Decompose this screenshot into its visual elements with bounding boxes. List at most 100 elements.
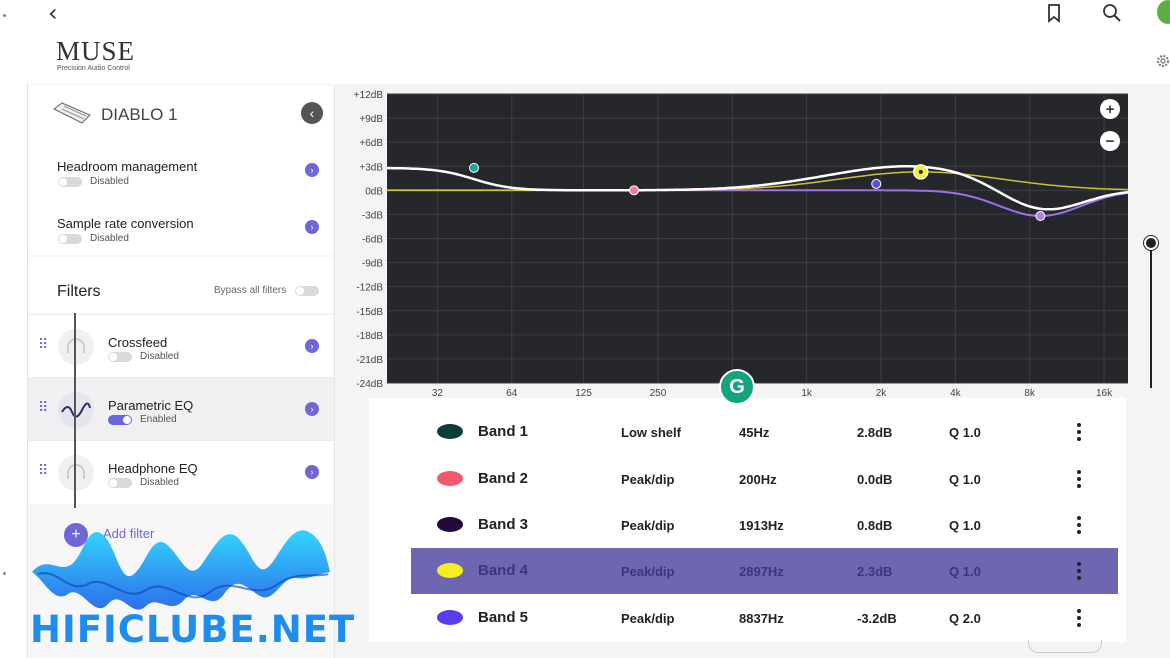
band-row-selected[interactable]: Band 4 Peak/dip 2897Hz 2.3dB Q 1.0 bbox=[411, 548, 1118, 594]
band-name: Band 1 bbox=[478, 423, 529, 440]
band-name: Band 3 bbox=[478, 516, 529, 533]
setting-sample-rate[interactable]: Sample rate conversion Disabled › bbox=[28, 216, 334, 264]
collapse-sidebar-button[interactable]: ‹ bbox=[301, 102, 323, 124]
y-tick-label: -9dB bbox=[362, 259, 383, 270]
bypass-toggle[interactable] bbox=[295, 286, 319, 296]
filter-status: Disabled bbox=[140, 477, 179, 488]
avatar[interactable] bbox=[1157, 0, 1170, 24]
crossfeed-toggle[interactable] bbox=[108, 352, 132, 362]
band-q: Q 1.0 bbox=[949, 425, 981, 440]
band-q: Q 2.0 bbox=[949, 611, 981, 626]
band-color-dot bbox=[437, 610, 463, 625]
vertical-slider-knob[interactable] bbox=[1144, 236, 1158, 250]
edge-dot bbox=[3, 572, 6, 575]
bypass-label: Bypass all filters bbox=[214, 285, 287, 296]
setting-label: Sample rate conversion bbox=[57, 216, 194, 231]
band-color-dot bbox=[437, 471, 463, 486]
y-tick-label: +12dB bbox=[354, 90, 384, 101]
drag-handle-icon[interactable]: ⠿ bbox=[38, 399, 49, 415]
add-filter-button[interactable]: Add filter bbox=[103, 526, 155, 541]
bands-list: Band 1 Low shelf 45Hz 2.8dB Q 1.0 Band 2… bbox=[369, 398, 1126, 642]
eq-frequency-response-chart[interactable]: +12dB +9dB +6dB +3dB 0dB -3dB -6dB -9dB -12dB -15… bbox=[340, 88, 1140, 398]
back-arrow-icon[interactable]: ‹ bbox=[48, 0, 58, 27]
band-type: Peak/dip bbox=[621, 518, 675, 533]
chevron-right-icon[interactable]: › bbox=[305, 220, 319, 234]
band-type: Peak/dip bbox=[621, 611, 675, 626]
band-type: Peak/dip bbox=[621, 472, 675, 487]
y-tick-label: +3dB bbox=[359, 162, 383, 173]
band-frequency: 45Hz bbox=[739, 425, 770, 440]
band-gain: 0.0dB bbox=[857, 472, 893, 487]
band-handle[interactable] bbox=[468, 162, 479, 173]
parametric-eq-toggle[interactable] bbox=[108, 415, 132, 425]
more-vertical-icon[interactable] bbox=[1075, 608, 1083, 628]
chevron-right-icon[interactable]: › bbox=[305, 465, 319, 479]
zoom-in-button[interactable] bbox=[1100, 99, 1120, 119]
more-vertical-icon[interactable] bbox=[1075, 561, 1083, 581]
more-vertical-icon[interactable] bbox=[1075, 469, 1083, 489]
band-color-dot bbox=[437, 563, 463, 578]
more-vertical-icon[interactable] bbox=[1075, 515, 1083, 535]
x-tick-label: 64 bbox=[506, 388, 518, 398]
filter-headphone-eq[interactable]: ⠿ Headphone EQ Disabled › bbox=[28, 440, 334, 504]
add-filter-plus-icon[interactable]: + bbox=[64, 523, 88, 547]
band-row[interactable]: Band 2 Peak/dip 200Hz 0.0dB Q 1.0 bbox=[369, 456, 1126, 502]
setting-headroom[interactable]: Headroom management Disabled › bbox=[28, 159, 334, 207]
sample-rate-toggle[interactable] bbox=[58, 234, 82, 244]
chevron-right-icon[interactable]: › bbox=[305, 402, 319, 416]
filter-parametric-eq[interactable]: ⠿ Parametric EQ Enabled › bbox=[28, 377, 334, 441]
more-vertical-icon[interactable] bbox=[1075, 422, 1083, 442]
band-row[interactable]: Band 3 Peak/dip 1913Hz 0.8dB Q 1.0 bbox=[369, 502, 1126, 548]
band-gain: 2.8dB bbox=[857, 425, 893, 440]
drag-handle-icon[interactable]: ⠿ bbox=[38, 336, 49, 352]
g-badge-icon[interactable]: G bbox=[719, 369, 755, 405]
filter-status: Disabled bbox=[140, 351, 179, 362]
band-handle[interactable] bbox=[1035, 211, 1046, 222]
band-frequency: 2897Hz bbox=[739, 564, 784, 579]
band-frequency: 200Hz bbox=[739, 472, 777, 487]
y-tick-label: +6dB bbox=[359, 138, 383, 149]
y-tick-label: -15dB bbox=[356, 307, 383, 318]
filter-status: Enabled bbox=[140, 414, 177, 425]
zoom-out-button[interactable] bbox=[1100, 131, 1120, 151]
reorder-line bbox=[74, 313, 76, 508]
setting-label: Headroom management bbox=[57, 159, 198, 174]
bottom-button[interactable] bbox=[1028, 640, 1102, 653]
headphone-eq-toggle[interactable] bbox=[108, 478, 132, 488]
band-gain: 2.3dB bbox=[857, 564, 893, 579]
y-tick-label: 0dB bbox=[365, 186, 383, 197]
x-tick-label: 16k bbox=[1096, 388, 1113, 398]
band-color-dot bbox=[437, 517, 463, 532]
band-frequency: 8837Hz bbox=[739, 611, 784, 626]
chevron-right-icon[interactable]: › bbox=[305, 339, 319, 353]
filter-name: Crossfeed bbox=[108, 335, 168, 350]
drag-handle-icon[interactable]: ⠿ bbox=[38, 462, 49, 478]
x-tick-label: 250 bbox=[650, 388, 667, 398]
band-handle[interactable] bbox=[871, 178, 882, 189]
search-icon[interactable] bbox=[1102, 3, 1122, 23]
x-tick-label: 8k bbox=[1024, 388, 1036, 398]
y-tick-label: -12dB bbox=[356, 283, 383, 294]
x-tick-label: 1k bbox=[801, 388, 813, 398]
headroom-toggle[interactable] bbox=[58, 177, 82, 187]
top-bar: ‹ MUSE Precision Audio Control bbox=[0, 0, 1170, 84]
y-tick-label: -6dB bbox=[362, 235, 383, 246]
zoom-out-icon: − bbox=[1106, 133, 1115, 150]
app-logo: MUSE bbox=[56, 36, 136, 66]
band-type: Peak/dip bbox=[621, 564, 675, 579]
filter-name: Headphone EQ bbox=[108, 461, 198, 476]
vertical-slider-track[interactable] bbox=[1150, 242, 1152, 388]
band-4-curve bbox=[387, 171, 1129, 192]
filter-crossfeed[interactable]: ⠿ Crossfeed Disabled › bbox=[28, 314, 334, 378]
y-tick-label: +9dB bbox=[359, 114, 383, 125]
band-row[interactable]: Band 5 Peak/dip 8837Hz -3.2dB Q 2.0 bbox=[369, 595, 1126, 641]
watermark-wave-logo bbox=[32, 530, 330, 610]
setting-status: Disabled bbox=[90, 233, 129, 244]
filters-title: Filters bbox=[57, 283, 101, 300]
band-handle[interactable] bbox=[629, 185, 639, 196]
band-row[interactable]: Band 1 Low shelf 45Hz 2.8dB Q 1.0 bbox=[369, 409, 1126, 455]
x-tick-label: 2k bbox=[876, 388, 888, 398]
bookmark-icon[interactable] bbox=[1044, 3, 1064, 23]
chevron-right-icon[interactable]: › bbox=[305, 163, 319, 177]
gear-icon[interactable] bbox=[1155, 53, 1170, 69]
